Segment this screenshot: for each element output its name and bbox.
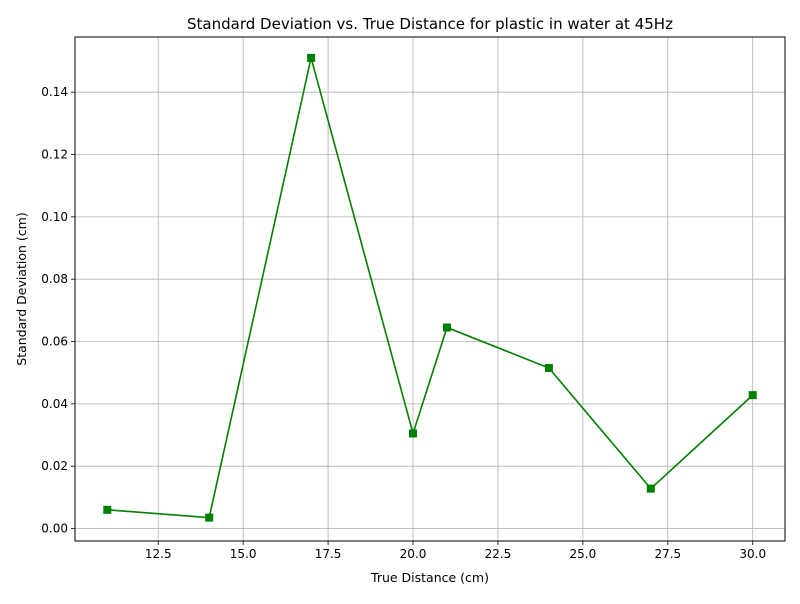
x-tick-label: 12.5 <box>145 547 172 561</box>
y-tick-label: 0.14 <box>41 85 68 99</box>
data-point-marker <box>544 364 553 373</box>
y-tick-label: 0.10 <box>41 210 68 224</box>
data-point-marker <box>103 505 112 514</box>
y-tick-label: 0.00 <box>41 522 68 536</box>
data-point-marker <box>748 391 757 400</box>
x-tick-label: 22.5 <box>485 547 512 561</box>
x-tick-label: 25.0 <box>570 547 597 561</box>
data-point-marker <box>409 429 418 438</box>
data-point-marker <box>442 323 451 332</box>
y-tick-label: 0.06 <box>41 335 68 349</box>
y-axis-label: Standard Deviation (cm) <box>14 212 29 365</box>
y-tick-label: 0.12 <box>41 148 68 162</box>
x-tick-label: 15.0 <box>230 547 257 561</box>
data-point-marker <box>307 53 316 62</box>
plot-frame <box>74 36 786 542</box>
x-tick-label: 17.5 <box>315 547 342 561</box>
x-tick-label: 30.0 <box>739 547 766 561</box>
x-tick-label: 27.5 <box>654 547 681 561</box>
y-tick-label: 0.02 <box>41 459 68 473</box>
chart-title: Standard Deviation vs. True Distance for… <box>187 15 673 33</box>
series <box>103 53 757 522</box>
data-point-marker <box>205 513 214 522</box>
x-tick-label: 20.0 <box>400 547 427 561</box>
y-tick-label: 0.04 <box>41 397 68 411</box>
y-tick-label: 0.08 <box>41 272 68 286</box>
x-axis-label: True Distance (cm) <box>370 570 489 585</box>
series-line <box>107 57 754 519</box>
ticks: 12.5 15.0 17.5 20.0 22.5 25.0 27.5 30.0 0.00 0.02… <box>41 85 766 561</box>
data-point-marker <box>646 484 655 493</box>
grid <box>75 37 785 541</box>
